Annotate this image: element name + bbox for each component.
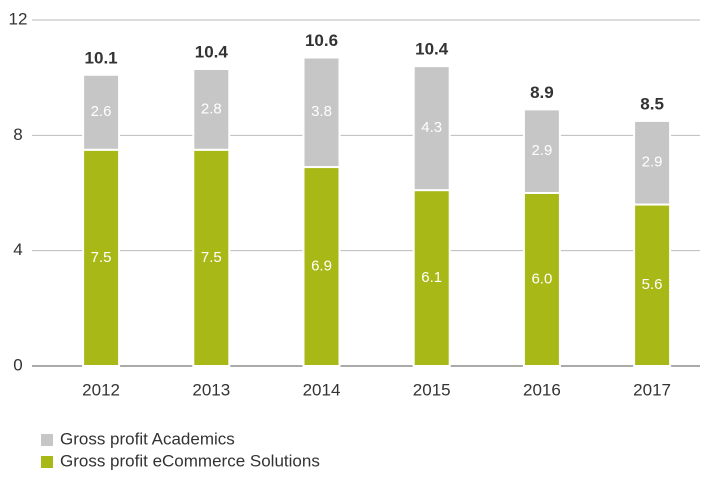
total-label: 10.1 bbox=[85, 48, 118, 67]
bar-segment bbox=[522, 108, 561, 194]
x-tick-label: 2017 bbox=[633, 380, 671, 399]
data-label: 4.3 bbox=[421, 119, 442, 136]
total-label: 8.9 bbox=[530, 83, 554, 102]
legend-swatch bbox=[41, 456, 53, 468]
x-tick-label: 2012 bbox=[82, 380, 120, 399]
y-tick-label: 12 bbox=[9, 9, 28, 28]
bar-segment bbox=[302, 166, 341, 367]
bar-segment bbox=[302, 56, 341, 169]
data-label: 5.6 bbox=[642, 276, 663, 293]
y-tick-label: 0 bbox=[13, 355, 22, 374]
total-label: 10.4 bbox=[195, 43, 229, 62]
bar-segment bbox=[82, 148, 121, 367]
x-tick-label: 2013 bbox=[192, 380, 230, 399]
total-label: 10.6 bbox=[305, 31, 338, 50]
data-label: 2.9 bbox=[642, 154, 663, 171]
data-label: 2.8 bbox=[201, 100, 222, 117]
legend-label: Gross profit Academics bbox=[60, 429, 235, 448]
bar-segment bbox=[192, 68, 231, 151]
data-label: 6.0 bbox=[531, 270, 552, 287]
data-label: 3.8 bbox=[311, 103, 332, 120]
data-label: 6.9 bbox=[311, 257, 332, 274]
data-label: 2.6 bbox=[91, 103, 112, 120]
x-tick-label: 2015 bbox=[413, 380, 451, 399]
y-tick-label: 4 bbox=[13, 240, 22, 259]
total-label: 8.5 bbox=[640, 94, 664, 113]
legend-swatch bbox=[41, 434, 53, 446]
data-label: 2.9 bbox=[531, 142, 552, 159]
x-tick-label: 2016 bbox=[523, 380, 561, 399]
bar-segment bbox=[412, 65, 451, 192]
total-label: 10.4 bbox=[415, 40, 449, 59]
x-tick-label: 2014 bbox=[303, 380, 341, 399]
bar-segment bbox=[522, 192, 561, 367]
bar-segment bbox=[633, 119, 672, 206]
data-label: 7.5 bbox=[201, 249, 222, 266]
data-label: 7.5 bbox=[91, 249, 112, 266]
bar-segment bbox=[82, 73, 121, 151]
bar-segment bbox=[412, 189, 451, 367]
legend-label: Gross profit eCommerce Solutions bbox=[60, 451, 320, 470]
bar-segment bbox=[633, 203, 672, 367]
data-label: 6.1 bbox=[421, 269, 442, 286]
y-tick-label: 8 bbox=[13, 125, 22, 144]
